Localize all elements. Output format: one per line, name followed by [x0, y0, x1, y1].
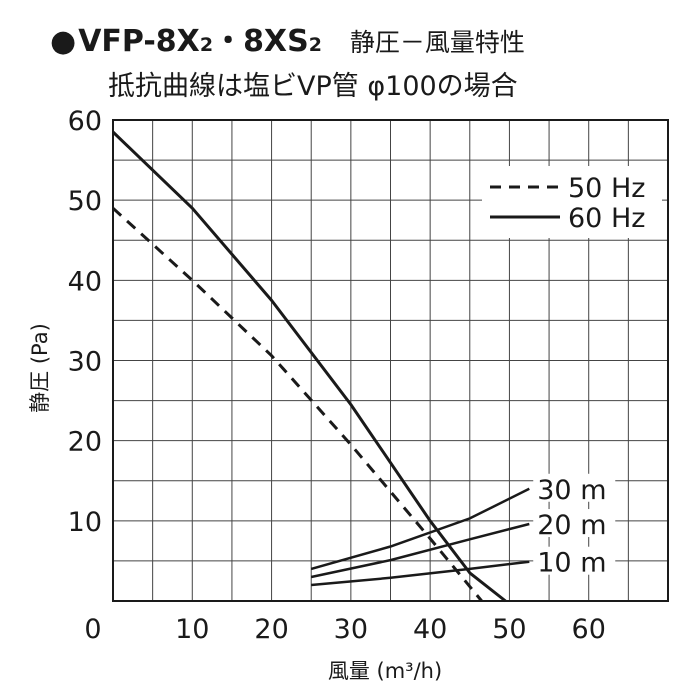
- title-model-b-subscript: 2: [308, 34, 322, 56]
- title-block: ●VFP-8X2・8XS2 静圧－風量特性 抵抗曲線は塩ビVP管 φ100の場合: [0, 0, 700, 110]
- resistance-label-20m: 20 m: [537, 510, 606, 541]
- series-60hz-line: [111, 130, 507, 603]
- title-model-a-subscript: 2: [199, 34, 214, 56]
- title-model-b: 8XS: [243, 24, 309, 59]
- y-axis-label: 静圧 (Pa): [28, 323, 52, 413]
- y-tick-label: 50: [68, 186, 102, 217]
- x-tick-label: 40: [413, 614, 447, 645]
- title-model-a: VFP-8X: [78, 24, 200, 59]
- resistance-label-10m: 10 m: [537, 548, 606, 579]
- series-layer: [111, 130, 507, 603]
- y-tick-label: 60: [68, 106, 102, 137]
- y-tick-label: 30: [68, 347, 102, 378]
- resistance-curve-30m: [310, 487, 530, 571]
- x-tick-label: 60: [572, 614, 606, 645]
- title-separator: ・: [213, 24, 244, 59]
- resistance-label-background: [533, 546, 616, 575]
- axis-ticks: 0 10 20 30 40 50 60 10 20 30 40 50 60: [68, 106, 606, 645]
- resistance-curve-10m: [311, 560, 530, 587]
- chart-title: ●VFP-8X2・8XS2 静圧－風量特性: [50, 16, 525, 60]
- y-tick-label: 10: [68, 507, 102, 538]
- y-tick-label: 40: [68, 266, 102, 297]
- title-bullet-icon: ●: [50, 24, 77, 59]
- resistance-layer: 30 m 20 m 10 m: [310, 473, 616, 587]
- plot-frame: [112, 119, 669, 602]
- legend-label: 50 Hz: [568, 173, 645, 204]
- x-axis-label: 風量 (m³/h): [328, 659, 442, 683]
- resistance-label-30m: 30 m: [537, 475, 606, 506]
- x-tick-label: 30: [334, 614, 368, 645]
- resistance-label-background: [533, 509, 616, 538]
- series-50hz-line: [111, 207, 483, 602]
- title-description: 静圧－風量特性: [349, 28, 525, 57]
- legend-background: [482, 166, 662, 238]
- chart-subtitle: 抵抗曲線は塩ビVP管 φ100の場合: [108, 71, 518, 102]
- x-tick-label: 20: [254, 614, 288, 645]
- resistance-label-background: [533, 473, 616, 502]
- x-tick-label: 10: [175, 614, 209, 645]
- legend-label: 60 Hz: [568, 203, 645, 234]
- x-tick-label: 0: [84, 614, 101, 645]
- x-tick-label: 50: [492, 614, 526, 645]
- resistance-curve-20m: [310, 522, 530, 579]
- y-tick-label: 20: [68, 427, 102, 458]
